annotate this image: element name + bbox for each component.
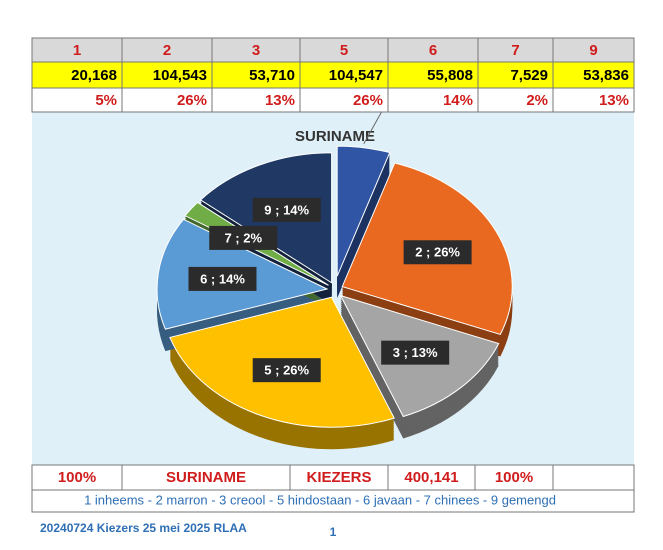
table-cell	[211, 87, 301, 113]
table-cell	[31, 464, 123, 491]
table-cell	[299, 87, 389, 113]
table-cell	[211, 61, 301, 89]
data-label-box	[403, 240, 472, 265]
data-label-box	[188, 266, 257, 291]
counts-cell-text: 7,529	[510, 67, 548, 84]
table-cell	[387, 464, 476, 491]
table-cell	[552, 464, 635, 491]
table-cell	[387, 61, 479, 89]
table-cell	[552, 87, 635, 113]
pie: 1 ; 5%2 ; 26%3 ; 13%5 ; 26%6 ; 14%7 ; 2%…	[156, 52, 513, 450]
legend-text: 1 inheems - 2 marron - 3 creool - 5 hind…	[84, 492, 556, 507]
data-label: 6 ; 14%	[200, 271, 245, 286]
slide-note: 20240724 Kiezers 25 mei 2025 RLAA	[40, 521, 247, 535]
footer-cell-text: SURINAME	[166, 469, 246, 486]
header-cell-text: 7	[511, 42, 519, 59]
table-cell	[552, 37, 635, 63]
footer-cell-text: 100%	[495, 469, 533, 486]
table-cell	[477, 87, 554, 113]
header-cell-text: 9	[589, 42, 597, 59]
data-label-box	[381, 340, 450, 365]
percents-cell-text: 14%	[443, 92, 473, 109]
table-cell	[387, 37, 479, 63]
header-cell-text: 1	[73, 42, 81, 59]
page-number: 1	[330, 525, 337, 539]
data-label: 7 ; 2%	[224, 230, 262, 245]
data-label-box	[209, 225, 278, 250]
percents-cell-text: 26%	[177, 92, 207, 109]
percents-cell-text: 13%	[599, 92, 629, 109]
percents-cell-text: 26%	[353, 92, 383, 109]
data-label: 2 ; 26%	[415, 245, 460, 260]
counts-cell-text: 53,710	[249, 67, 295, 84]
table-cell	[121, 61, 213, 89]
table-cell	[299, 61, 389, 89]
percents-cell-text: 13%	[265, 92, 295, 109]
percents-cell-text: 5%	[95, 92, 117, 109]
counts-cell-text: 104,547	[329, 67, 383, 84]
counts-cell-text: 104,543	[153, 67, 207, 84]
data-label-box	[252, 358, 321, 383]
percents-cell-text: 2%	[526, 92, 548, 109]
footer-cell-text: 100%	[58, 469, 96, 486]
data-label: 9 ; 14%	[264, 202, 309, 217]
table-cell	[474, 464, 554, 491]
counts-cell-text: 20,168	[71, 67, 117, 84]
data-label: 5 ; 26%	[264, 363, 309, 378]
table-cell	[299, 37, 389, 63]
footer-cell-text: KIEZERS	[306, 469, 371, 486]
header-cell-text: 6	[429, 42, 437, 59]
counts-cell-text: 53,836	[583, 67, 629, 84]
footer-cell-text: 400,141	[404, 469, 458, 486]
chart-title: SURINAME	[295, 128, 375, 145]
data-label-box	[252, 197, 321, 222]
legend-row	[31, 489, 635, 513]
counts-cell-text: 55,808	[427, 67, 473, 84]
table-cell	[552, 61, 635, 89]
table-cell	[31, 87, 123, 113]
header-cell-text: 3	[252, 42, 260, 59]
table-cell	[289, 464, 389, 491]
header-cell-text: 2	[163, 42, 171, 59]
table-cell	[387, 87, 479, 113]
table-cell	[477, 61, 554, 89]
data-label: 3 ; 13%	[393, 345, 438, 360]
pie-slice	[336, 145, 391, 277]
header-cell-text: 5	[340, 42, 348, 59]
table-cell	[121, 87, 213, 113]
